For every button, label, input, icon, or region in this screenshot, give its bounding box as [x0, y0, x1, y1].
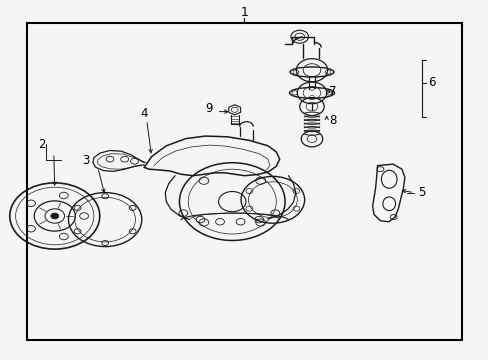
Text: 5: 5 — [417, 186, 425, 199]
Text: 9: 9 — [205, 102, 212, 114]
Text: 3: 3 — [81, 154, 89, 167]
Text: 7: 7 — [328, 85, 336, 98]
Text: 1: 1 — [240, 6, 248, 19]
Text: 2: 2 — [38, 138, 45, 150]
Bar — [27, 23, 461, 340]
Text: 4: 4 — [140, 107, 148, 120]
Circle shape — [51, 213, 59, 219]
Text: 8: 8 — [328, 114, 336, 127]
Text: 6: 6 — [427, 76, 434, 89]
